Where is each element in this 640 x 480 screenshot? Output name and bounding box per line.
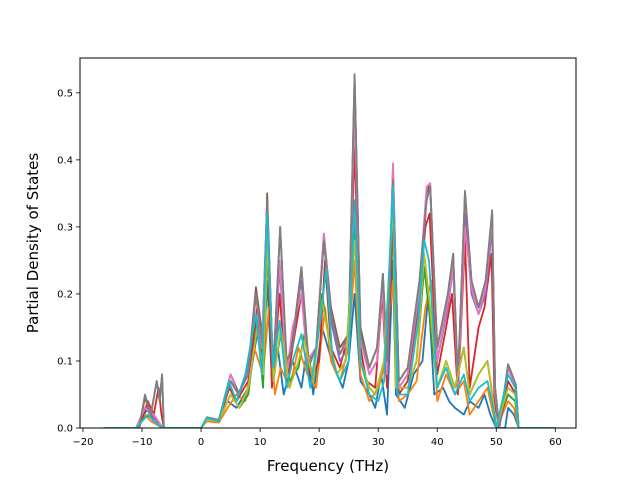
x-tick-label: −20	[72, 437, 93, 448]
series-line-0	[103, 259, 556, 428]
y-tick-label: 0.4	[57, 155, 73, 166]
y-axis-label: Partial Density of States	[24, 153, 42, 334]
x-tick-label: 40	[431, 437, 444, 448]
y-axis: 0.0 0.1 0.2 0.3 0.4 0.5	[57, 88, 80, 435]
y-tick-label: 0.0	[57, 424, 73, 435]
x-tick-label: 20	[313, 437, 326, 448]
x-tick-label: 0	[198, 437, 204, 448]
y-tick-label: 0.3	[57, 222, 73, 233]
y-tick-label: 0.1	[57, 356, 73, 367]
x-axis: −20 −10 0 10 20 30 40 50 60	[72, 428, 562, 448]
plot-frame	[79, 57, 577, 429]
x-tick-label: 50	[490, 437, 503, 448]
series-line-9	[103, 185, 556, 428]
y-tick-label: 0.2	[57, 289, 73, 300]
y-tick-label: 0.5	[57, 88, 73, 99]
x-tick-label: 30	[372, 437, 385, 448]
series-layer	[103, 73, 556, 428]
x-axis-label: Frequency (THz)	[267, 457, 389, 475]
x-tick-label: −10	[131, 437, 152, 448]
x-tick-label: 10	[254, 437, 267, 448]
x-tick-label: 60	[549, 437, 562, 448]
